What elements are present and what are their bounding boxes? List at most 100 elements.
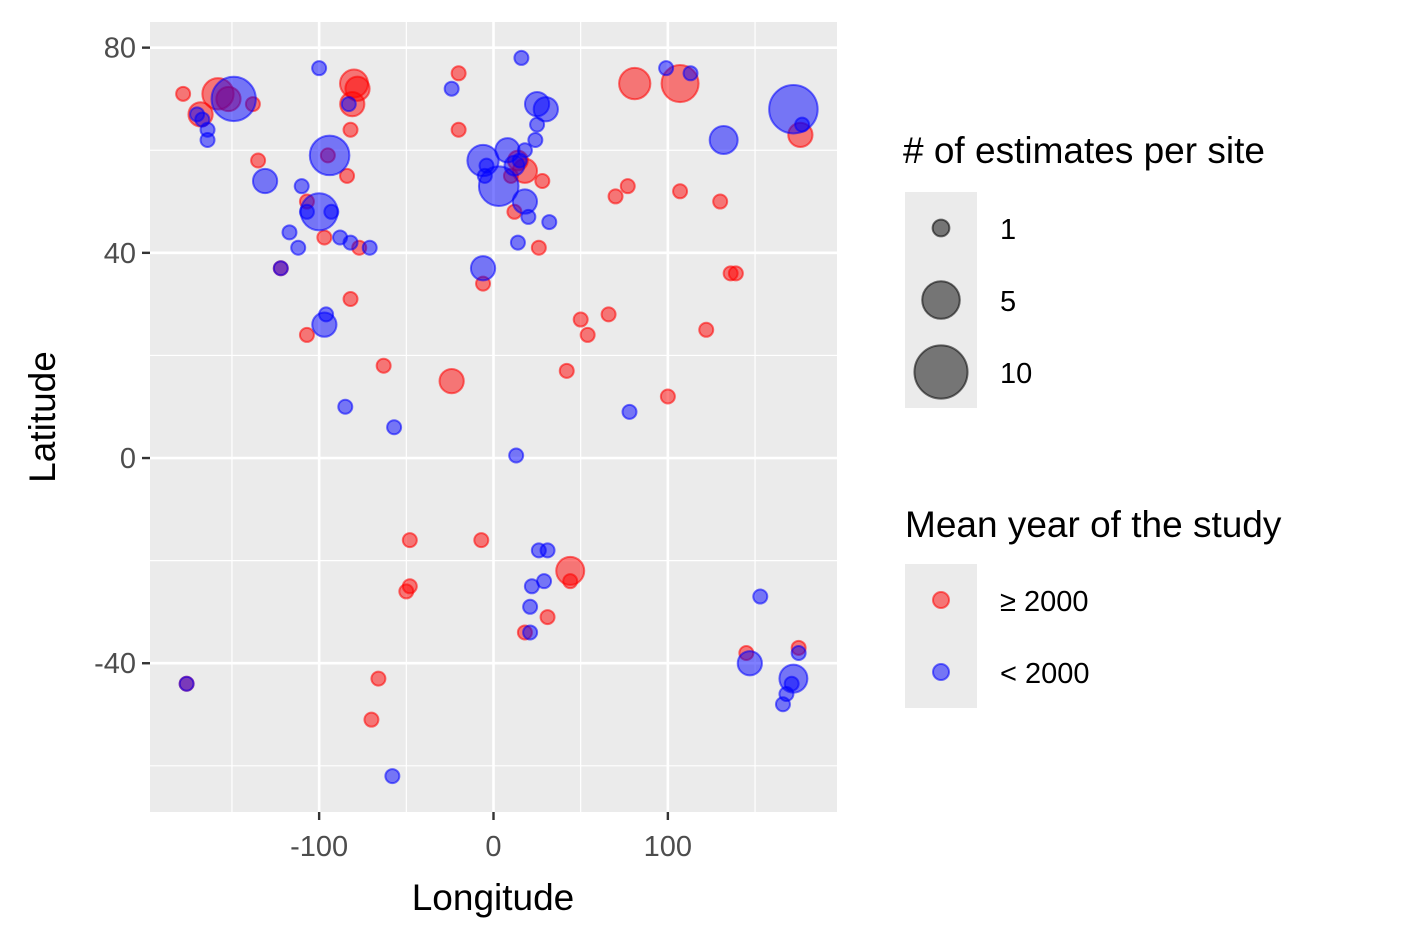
axes: -100 0 100 -40 0 40 80 (94, 33, 692, 863)
point-after-2000 (250, 152, 267, 169)
point-after-2000 (438, 367, 465, 395)
point-before-2000 (318, 306, 335, 323)
point-before-2000 (386, 419, 403, 436)
point-before-2000 (476, 167, 493, 184)
point-after-2000 (175, 85, 192, 102)
point-before-2000 (621, 403, 638, 420)
point-before-2000 (522, 598, 539, 615)
point-before-2000 (541, 214, 558, 231)
point-after-2000 (375, 357, 392, 374)
point-after-2000 (398, 583, 415, 600)
point-before-2000 (790, 644, 807, 661)
point-after-2000 (539, 609, 556, 626)
point-after-2000 (579, 326, 596, 343)
point-before-2000 (290, 239, 307, 256)
point-before-2000 (768, 83, 819, 135)
data-points (175, 49, 819, 785)
point-before-2000 (658, 60, 675, 77)
point-after-2000 (473, 532, 490, 549)
point-after-2000 (607, 188, 624, 205)
point-after-2000 (401, 532, 418, 549)
point-before-2000 (529, 116, 546, 133)
point-before-2000 (199, 131, 216, 148)
point-before-2000 (251, 167, 279, 195)
size-legend-label: 10 (1000, 358, 1032, 390)
point-before-2000 (794, 116, 811, 133)
color-legend: Mean year of the study ≥ 2000 < 2000 (905, 504, 1282, 708)
point-before-2000 (342, 234, 359, 251)
point-after-2000 (316, 229, 333, 246)
size-legend-label: 5 (1000, 286, 1016, 318)
color-legend-keys: ≥ 2000 < 2000 (932, 586, 1090, 690)
point-after-2000 (712, 193, 729, 210)
point-after-2000 (619, 178, 636, 195)
x-tick-label: 0 (485, 831, 501, 863)
y-tick-label: 0 (120, 443, 136, 475)
point-after-2000 (342, 121, 359, 138)
point-before-2000 (384, 768, 401, 785)
point-before-2000 (513, 49, 530, 66)
point-before-2000 (361, 239, 378, 256)
point-before-2000 (340, 96, 357, 113)
point-after-2000 (562, 573, 579, 590)
point-before-2000 (752, 588, 769, 605)
point-before-2000 (520, 208, 537, 225)
point-after-2000 (450, 121, 467, 138)
color-legend-label: < 2000 (1000, 658, 1090, 690)
point-before-2000 (272, 260, 289, 277)
size-legend-title: # of estimates per site (903, 130, 1265, 171)
point-before-2000 (298, 203, 315, 220)
point-after-2000 (339, 167, 356, 184)
point-before-2000 (708, 124, 739, 155)
point-after-2000 (558, 362, 575, 379)
point-before-2000 (210, 75, 257, 123)
point-before-2000 (293, 178, 310, 195)
point-before-2000 (323, 203, 340, 220)
point-before-2000 (509, 234, 526, 251)
point-before-2000 (522, 624, 539, 641)
point-after-2000 (342, 291, 359, 308)
point-before-2000 (736, 650, 763, 677)
size-legend-label: 1 (1000, 214, 1016, 246)
color-legend-title: Mean year of the study (905, 504, 1282, 545)
point-before-2000 (178, 675, 195, 692)
point-after-2000 (618, 66, 652, 101)
point-before-2000 (281, 224, 298, 241)
point-before-2000 (511, 152, 528, 169)
x-tick-label: -100 (290, 831, 348, 863)
point-before-2000 (527, 131, 544, 148)
color-legend-label: ≥ 2000 (1000, 586, 1089, 618)
size-legend-key (913, 344, 969, 400)
point-after-2000 (534, 173, 551, 190)
y-tick-label: 80 (104, 33, 136, 65)
point-before-2000 (308, 134, 351, 177)
point-before-2000 (508, 447, 525, 464)
color-legend-key-background (905, 564, 977, 708)
point-after-2000 (659, 388, 676, 405)
point-after-2000 (450, 65, 467, 82)
color-legend-key (932, 663, 950, 681)
point-before-2000 (311, 60, 328, 77)
point-after-2000 (672, 183, 689, 200)
size-legend-key (931, 218, 951, 238)
point-before-2000 (469, 255, 497, 282)
point-before-2000 (682, 65, 699, 82)
size-legend-key (921, 280, 961, 320)
x-tick-label: 100 (644, 831, 692, 863)
point-after-2000 (600, 306, 617, 323)
point-before-2000 (532, 96, 559, 123)
point-after-2000 (298, 326, 315, 343)
point-before-2000 (539, 542, 556, 559)
point-before-2000 (337, 398, 354, 415)
x-axis-title: Longitude (412, 877, 575, 918)
point-after-2000 (572, 311, 589, 328)
y-axis-title: Latitude (22, 351, 63, 483)
point-before-2000 (536, 573, 553, 590)
point-before-2000 (774, 696, 791, 713)
point-after-2000 (698, 321, 715, 338)
point-after-2000 (370, 670, 387, 687)
